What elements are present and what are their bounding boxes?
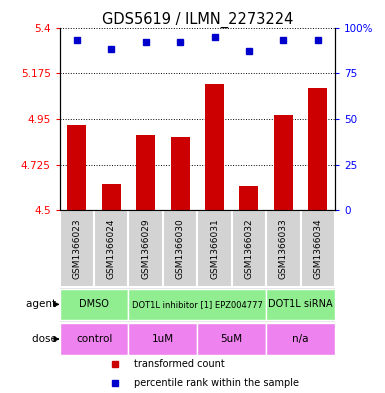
Bar — [129, 323, 197, 355]
Bar — [129, 289, 266, 320]
Text: GSM1366024: GSM1366024 — [107, 219, 116, 279]
Bar — [60, 210, 94, 287]
Bar — [266, 323, 335, 355]
Bar — [102, 184, 121, 210]
Bar — [308, 88, 327, 210]
Text: GSM1366033: GSM1366033 — [279, 218, 288, 279]
Bar — [129, 210, 163, 287]
Text: GSM1366034: GSM1366034 — [313, 219, 322, 279]
Bar — [60, 323, 129, 355]
Bar — [274, 115, 293, 210]
Bar — [136, 135, 155, 210]
Bar — [171, 137, 189, 210]
Text: 5uM: 5uM — [221, 334, 243, 344]
Text: control: control — [76, 334, 112, 344]
Bar — [266, 210, 301, 287]
Bar — [205, 84, 224, 210]
Bar — [197, 210, 232, 287]
Bar — [266, 289, 335, 320]
Bar — [239, 186, 258, 210]
Title: GDS5619 / ILMN_2273224: GDS5619 / ILMN_2273224 — [102, 11, 293, 28]
Bar — [163, 210, 197, 287]
Text: DMSO: DMSO — [79, 299, 109, 309]
Text: agent: agent — [26, 299, 60, 309]
Text: GSM1366031: GSM1366031 — [210, 218, 219, 279]
Text: dose: dose — [32, 334, 60, 344]
Text: GSM1366023: GSM1366023 — [72, 219, 81, 279]
Text: 1uM: 1uM — [152, 334, 174, 344]
Bar — [197, 323, 266, 355]
Text: GSM1366029: GSM1366029 — [141, 219, 150, 279]
Bar — [232, 210, 266, 287]
Bar — [301, 210, 335, 287]
Text: percentile rank within the sample: percentile rank within the sample — [134, 378, 299, 388]
Text: GSM1366032: GSM1366032 — [244, 219, 253, 279]
Text: GSM1366030: GSM1366030 — [176, 218, 185, 279]
Text: transformed count: transformed count — [134, 360, 225, 369]
Text: n/a: n/a — [292, 334, 309, 344]
Bar — [60, 289, 129, 320]
Text: DOT1L inhibitor [1] EPZ004777: DOT1L inhibitor [1] EPZ004777 — [132, 300, 263, 309]
Text: DOT1L siRNA: DOT1L siRNA — [268, 299, 333, 309]
Bar — [94, 210, 129, 287]
Bar — [67, 125, 86, 210]
